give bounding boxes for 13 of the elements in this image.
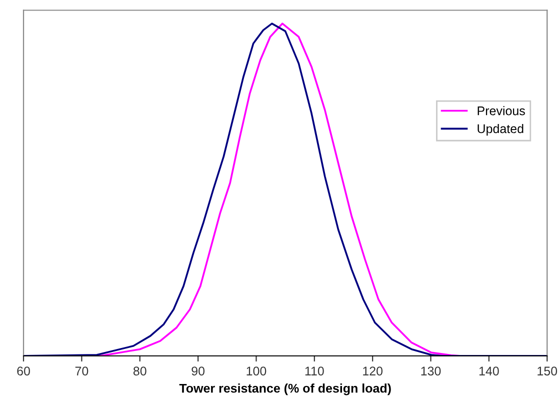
x-tick-label: 90 [192, 366, 205, 376]
x-tick-label: 60 [17, 366, 30, 376]
x-tick-label: 140 [479, 366, 499, 376]
legend-label: Previous [478, 106, 525, 116]
x-tick-label: 150 [538, 366, 558, 376]
x-tick-label: 130 [421, 366, 441, 376]
x-tick-label: 120 [363, 366, 383, 376]
x-tick-label: 100 [246, 366, 266, 376]
legend-label: Updated [478, 124, 524, 136]
x-tick-label: 80 [133, 366, 146, 376]
x-tick-label: 70 [75, 366, 88, 376]
x-axis-title: Tower resistance (% of design load) [179, 384, 391, 396]
x-tick-label: 110 [305, 366, 324, 376]
